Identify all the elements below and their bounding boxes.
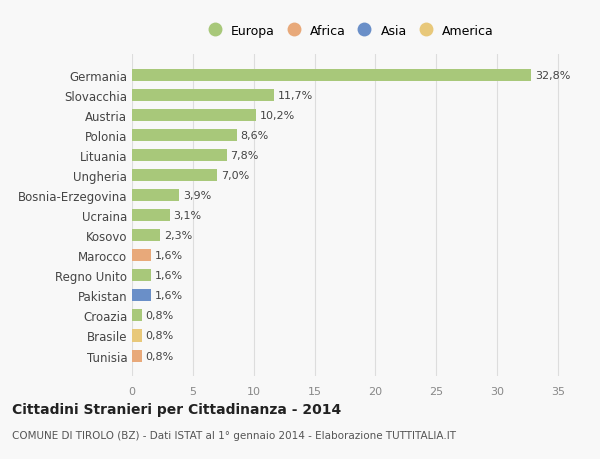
- Text: 32,8%: 32,8%: [535, 71, 570, 81]
- Bar: [132, 110, 256, 122]
- Text: 7,0%: 7,0%: [221, 171, 249, 181]
- Text: Cittadini Stranieri per Cittadinanza - 2014: Cittadini Stranieri per Cittadinanza - 2…: [12, 402, 341, 416]
- Bar: [132, 230, 160, 242]
- Text: 0,8%: 0,8%: [145, 331, 173, 341]
- Text: 1,6%: 1,6%: [155, 291, 183, 301]
- Text: 2,3%: 2,3%: [164, 231, 192, 241]
- Text: 7,8%: 7,8%: [230, 151, 259, 161]
- Text: 0,8%: 0,8%: [145, 311, 173, 321]
- Bar: [132, 330, 142, 342]
- Bar: [132, 130, 236, 142]
- Text: 0,8%: 0,8%: [145, 351, 173, 361]
- Bar: [132, 90, 274, 102]
- Text: 8,6%: 8,6%: [240, 131, 269, 141]
- Bar: [132, 170, 217, 182]
- Bar: [132, 210, 170, 222]
- Bar: [132, 150, 227, 162]
- Text: 11,7%: 11,7%: [278, 91, 313, 101]
- Bar: [132, 350, 142, 362]
- Bar: [132, 250, 151, 262]
- Bar: [132, 310, 142, 322]
- Text: 1,6%: 1,6%: [155, 271, 183, 281]
- Text: 3,9%: 3,9%: [183, 191, 211, 201]
- Text: 10,2%: 10,2%: [260, 111, 295, 121]
- Bar: [132, 70, 531, 82]
- Bar: [132, 290, 151, 302]
- Text: 1,6%: 1,6%: [155, 251, 183, 261]
- Text: COMUNE DI TIROLO (BZ) - Dati ISTAT al 1° gennaio 2014 - Elaborazione TUTTITALIA.: COMUNE DI TIROLO (BZ) - Dati ISTAT al 1°…: [12, 431, 456, 440]
- Text: 3,1%: 3,1%: [173, 211, 202, 221]
- Bar: [132, 190, 179, 202]
- Legend: Europa, Africa, Asia, America: Europa, Africa, Asia, America: [203, 20, 499, 43]
- Bar: [132, 270, 151, 282]
